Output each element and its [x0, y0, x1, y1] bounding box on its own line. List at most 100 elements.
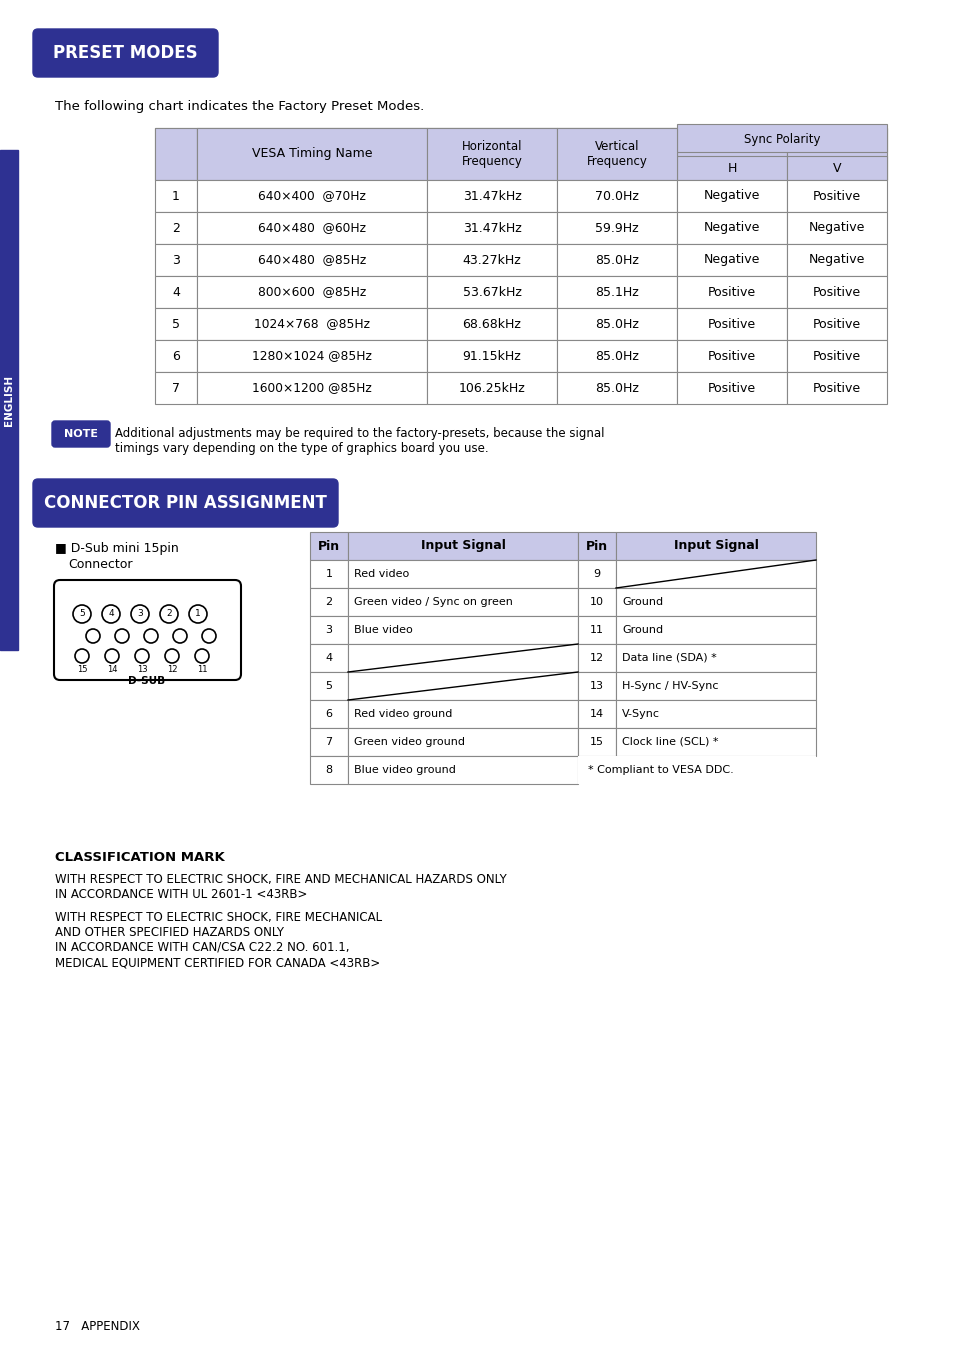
Text: 85.0Hz: 85.0Hz [595, 317, 639, 331]
Bar [616, 671, 815, 700]
Text: 14: 14 [107, 666, 117, 674]
Text: Negative: Negative [808, 254, 864, 266]
Text: * Compliant to VESA DDC.: * Compliant to VESA DDC. [587, 765, 733, 775]
Text: PRESET MODES: PRESET MODES [52, 45, 197, 62]
Text: 85.0Hz: 85.0Hz [595, 254, 639, 266]
Text: 70.0Hz: 70.0Hz [595, 189, 639, 203]
Bar [578, 671, 616, 700]
Bar [616, 588, 815, 616]
Text: ENGLISH: ENGLISH [4, 374, 14, 426]
Text: 85.0Hz: 85.0Hz [595, 381, 639, 394]
Bar [557, 212, 677, 245]
Text: Blue video ground: Blue video ground [354, 765, 456, 775]
Text: V-Sync: V-Sync [621, 709, 659, 719]
Bar [427, 245, 557, 276]
Bar [427, 372, 557, 404]
Bar [154, 212, 196, 245]
Text: Positive: Positive [812, 317, 861, 331]
Text: 11: 11 [196, 666, 207, 674]
Text: 13: 13 [589, 681, 603, 690]
Text: 1024×768  @85Hz: 1024×768 @85Hz [253, 317, 370, 331]
Text: Positive: Positive [812, 189, 861, 203]
Text: ■ D-Sub mini 15pin: ■ D-Sub mini 15pin [55, 542, 178, 555]
Text: Positive: Positive [812, 285, 861, 299]
Text: 31.47kHz: 31.47kHz [462, 189, 521, 203]
Bar [196, 372, 427, 404]
Bar [154, 372, 196, 404]
Text: 800×600  @85Hz: 800×600 @85Hz [257, 285, 366, 299]
Bar [348, 728, 578, 757]
Bar [557, 245, 677, 276]
Text: 91.15kHz: 91.15kHz [462, 350, 521, 362]
Text: 4: 4 [325, 653, 333, 663]
Text: CONNECTOR PIN ASSIGNMENT: CONNECTOR PIN ASSIGNMENT [44, 494, 326, 512]
Text: CLASSIFICATION MARK: CLASSIFICATION MARK [55, 851, 225, 865]
Text: 59.9Hz: 59.9Hz [595, 222, 639, 235]
Text: The following chart indicates the Factory Preset Modes.: The following chart indicates the Factor… [55, 100, 424, 113]
Text: Red video ground: Red video ground [354, 709, 452, 719]
Text: Positive: Positive [707, 317, 756, 331]
Text: 3: 3 [325, 626, 333, 635]
Bar [348, 700, 578, 728]
Bar [677, 128, 786, 180]
Bar [348, 671, 578, 700]
Text: 7: 7 [172, 381, 180, 394]
Bar [427, 180, 557, 212]
Text: Positive: Positive [707, 381, 756, 394]
Bar [427, 128, 557, 180]
Bar [616, 700, 815, 728]
Text: Ground: Ground [621, 597, 662, 607]
Bar [677, 372, 786, 404]
Text: 8: 8 [325, 765, 333, 775]
Bar [557, 372, 677, 404]
Text: Sync Polarity: Sync Polarity [743, 134, 820, 146]
Text: 12: 12 [167, 666, 177, 674]
FancyBboxPatch shape [33, 480, 337, 527]
Text: Negative: Negative [703, 222, 760, 235]
Bar [196, 212, 427, 245]
Text: 1600×1200 @85Hz: 1600×1200 @85Hz [252, 381, 372, 394]
Text: 640×400  @70Hz: 640×400 @70Hz [258, 189, 366, 203]
Text: Green video / Sync on green: Green video / Sync on green [354, 597, 513, 607]
Bar [677, 340, 786, 372]
Text: 68.68kHz: 68.68kHz [462, 317, 521, 331]
Text: Red video: Red video [354, 569, 409, 580]
Text: Clock line (SCL) *: Clock line (SCL) * [621, 738, 718, 747]
Text: 7: 7 [325, 738, 333, 747]
Bar [348, 757, 578, 784]
Bar [196, 245, 427, 276]
Bar [677, 155, 786, 180]
Bar [786, 308, 886, 340]
Bar [557, 276, 677, 308]
Text: VESA Timing Name: VESA Timing Name [252, 147, 372, 161]
Text: 3: 3 [172, 254, 180, 266]
Text: 12: 12 [589, 653, 603, 663]
Text: H: H [726, 162, 736, 174]
Text: Input Signal: Input Signal [420, 539, 505, 553]
Bar [578, 616, 616, 644]
FancyBboxPatch shape [54, 580, 241, 680]
Text: 11: 11 [589, 626, 603, 635]
Bar [196, 128, 427, 180]
Text: Positive: Positive [812, 350, 861, 362]
Bar [786, 372, 886, 404]
Bar [677, 180, 786, 212]
Text: Input Signal: Input Signal [673, 539, 758, 553]
Bar [786, 155, 886, 180]
Text: 2: 2 [172, 222, 180, 235]
Bar [427, 340, 557, 372]
Bar [154, 308, 196, 340]
Text: 6: 6 [325, 709, 333, 719]
Bar [348, 532, 578, 561]
Text: Positive: Positive [707, 350, 756, 362]
Bar [786, 128, 886, 180]
Text: Positive: Positive [707, 285, 756, 299]
Bar [154, 276, 196, 308]
Bar [310, 561, 348, 588]
Bar [310, 728, 348, 757]
Bar [677, 308, 786, 340]
Bar [154, 180, 196, 212]
Text: Ground: Ground [621, 626, 662, 635]
Bar [557, 180, 677, 212]
Text: Horizontal
Frequency: Horizontal Frequency [461, 141, 522, 168]
